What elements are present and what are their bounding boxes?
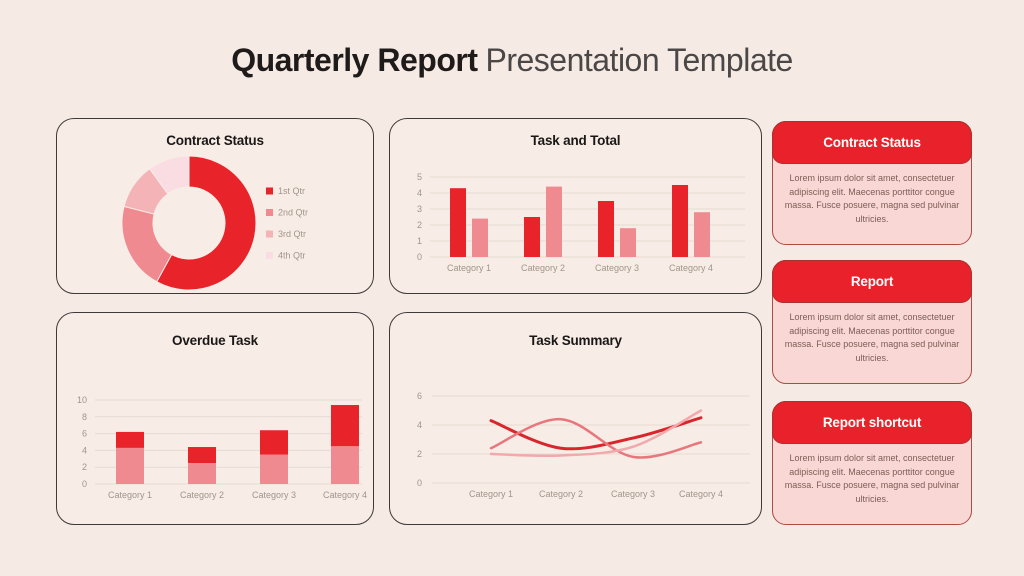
line-series-1 xyxy=(489,416,703,451)
stacked-bar-segment2-category-3 xyxy=(260,430,288,455)
axis-label: Category 4 xyxy=(669,263,713,273)
axis-label: 2 xyxy=(417,449,422,459)
task-summary-line-chart: 0 2 4 6 Category 1 Category 2 Category 3 Catego… xyxy=(417,391,750,499)
page-title-bold: Quarterly Report xyxy=(231,42,478,78)
contract-status-donut-chart: 1st Qtr 2nd Qtr 3rd Qtr 4th Qtr xyxy=(121,155,308,291)
axis-label: 2 xyxy=(417,220,422,230)
axis-label: Category 3 xyxy=(252,490,296,500)
stacked-bar-segment1-category-2 xyxy=(188,463,216,484)
axis-label: 4 xyxy=(417,188,422,198)
legend-swatch xyxy=(266,230,273,238)
panel-task-and-total: Task and Total 0 1 2 3 4 5 Category 1 Category … xyxy=(389,118,762,294)
axis-label: Category 3 xyxy=(611,489,655,499)
card-report-shortcut-text: Lorem ipsum dolor sit amet, consectetuer… xyxy=(784,453,960,504)
axis-label: Category 1 xyxy=(108,490,152,500)
axis-label: 6 xyxy=(417,391,422,401)
bar-series2-category-4 xyxy=(694,212,710,257)
bar-series1-category-3 xyxy=(598,201,614,257)
bar-series2-category-1 xyxy=(472,218,488,257)
task-and-total-bar-chart: 0 1 2 3 4 5 Category 1 Category 2 Category 3 Cate… xyxy=(417,172,745,273)
card-contract-status-header: Contract Status xyxy=(772,121,972,164)
axis-label: Category 1 xyxy=(447,263,491,273)
axis-label: 10 xyxy=(77,395,87,405)
axis-label: 6 xyxy=(82,429,87,439)
chart-title-task-summary: Task Summary xyxy=(529,333,622,348)
axis-label: 2 xyxy=(82,462,87,472)
overdue-task-stacked-bar-chart: 0 2 4 6 8 10 Category 1 Category 2 Category 3 Cat… xyxy=(77,395,367,500)
axis-label: 2nd Qtr xyxy=(278,208,308,218)
stacked-bar-segment1-category-3 xyxy=(260,454,288,484)
axis-label: 4 xyxy=(417,420,422,430)
panel-overdue-task: Overdue Task 0 2 4 6 8 10 Category 1 Category 2… xyxy=(56,312,374,525)
line-series-3 xyxy=(489,409,703,458)
legend-swatch xyxy=(266,187,273,195)
axis-label: 5 xyxy=(417,172,422,182)
axis-label: 4th Qtr xyxy=(278,251,306,261)
legend-swatch xyxy=(266,209,273,216)
stacked-bar-segment1-category-4 xyxy=(331,446,359,484)
axis-label: Category 2 xyxy=(180,490,224,500)
bar-series1-category-1 xyxy=(450,188,466,257)
axis-label: 0 xyxy=(82,479,87,489)
axis-label: 0 xyxy=(417,478,422,488)
line-series-2 xyxy=(489,417,703,459)
page-title: Quarterly Report Presentation Template xyxy=(0,42,1024,79)
card-report-header: Report xyxy=(772,260,972,303)
card-report-title: Report xyxy=(850,274,894,289)
stacked-bar-segment2-category-4 xyxy=(331,405,359,447)
axis-label: Category 4 xyxy=(679,489,723,499)
card-report-shortcut: Lorem ipsum dolor sit amet, consectetuer… xyxy=(772,401,972,525)
bar-series2-category-2 xyxy=(546,186,562,257)
axis-label: Category 2 xyxy=(521,263,565,273)
card-report: Lorem ipsum dolor sit amet, consectetuer… xyxy=(772,260,972,384)
stacked-bar-segment2-category-1 xyxy=(116,431,144,448)
chart-title-task-and-total: Task and Total xyxy=(530,133,621,148)
bar-series1-category-4 xyxy=(672,185,688,257)
donut-slice-1st-qtr xyxy=(156,155,257,291)
donut-slice-4th-qtr xyxy=(148,155,190,195)
card-contract-status: Lorem ipsum dolor sit amet, consectetuer… xyxy=(772,121,972,245)
bar-series1-category-2 xyxy=(524,217,540,257)
chart-title-overdue-task: Overdue Task xyxy=(172,333,258,348)
axis-label: 0 xyxy=(417,252,422,262)
card-report-text: Lorem ipsum dolor sit amet, consectetuer… xyxy=(784,312,960,363)
axis-label: 4 xyxy=(82,445,87,455)
card-report-shortcut-title: Report shortcut xyxy=(822,415,922,430)
page-title-regular: Presentation Template xyxy=(485,42,793,78)
legend-swatch xyxy=(266,252,273,259)
axis-label: 3 xyxy=(417,204,422,214)
axis-label: 1st Qtr xyxy=(278,186,305,196)
axis-label: 3rd Qtr xyxy=(278,229,306,239)
card-report-shortcut-header: Report shortcut xyxy=(772,401,972,444)
panel-contract-status: Contract Status 1st Qtr 2nd Qtr 3rd Qtr 4th… xyxy=(56,118,374,294)
card-contract-status-text: Lorem ipsum dolor sit amet, consectetuer… xyxy=(784,173,960,224)
axis-label: Category 4 xyxy=(323,490,367,500)
panel-task-summary: Task Summary 0 2 4 6 Category 1 Category 2 Cat… xyxy=(389,312,762,525)
axis-label: Category 1 xyxy=(469,489,513,499)
axis-label: Category 2 xyxy=(539,489,583,499)
bar-series2-category-3 xyxy=(620,228,636,257)
card-contract-status-title: Contract Status xyxy=(823,135,921,150)
stacked-bar-segment2-category-2 xyxy=(188,447,216,463)
stacked-bar-segment1-category-1 xyxy=(116,447,144,484)
chart-title-contract-status: Contract Status xyxy=(166,133,264,148)
axis-label: 1 xyxy=(417,236,422,246)
axis-label: 8 xyxy=(82,412,87,422)
axis-label: Category 3 xyxy=(595,263,639,273)
